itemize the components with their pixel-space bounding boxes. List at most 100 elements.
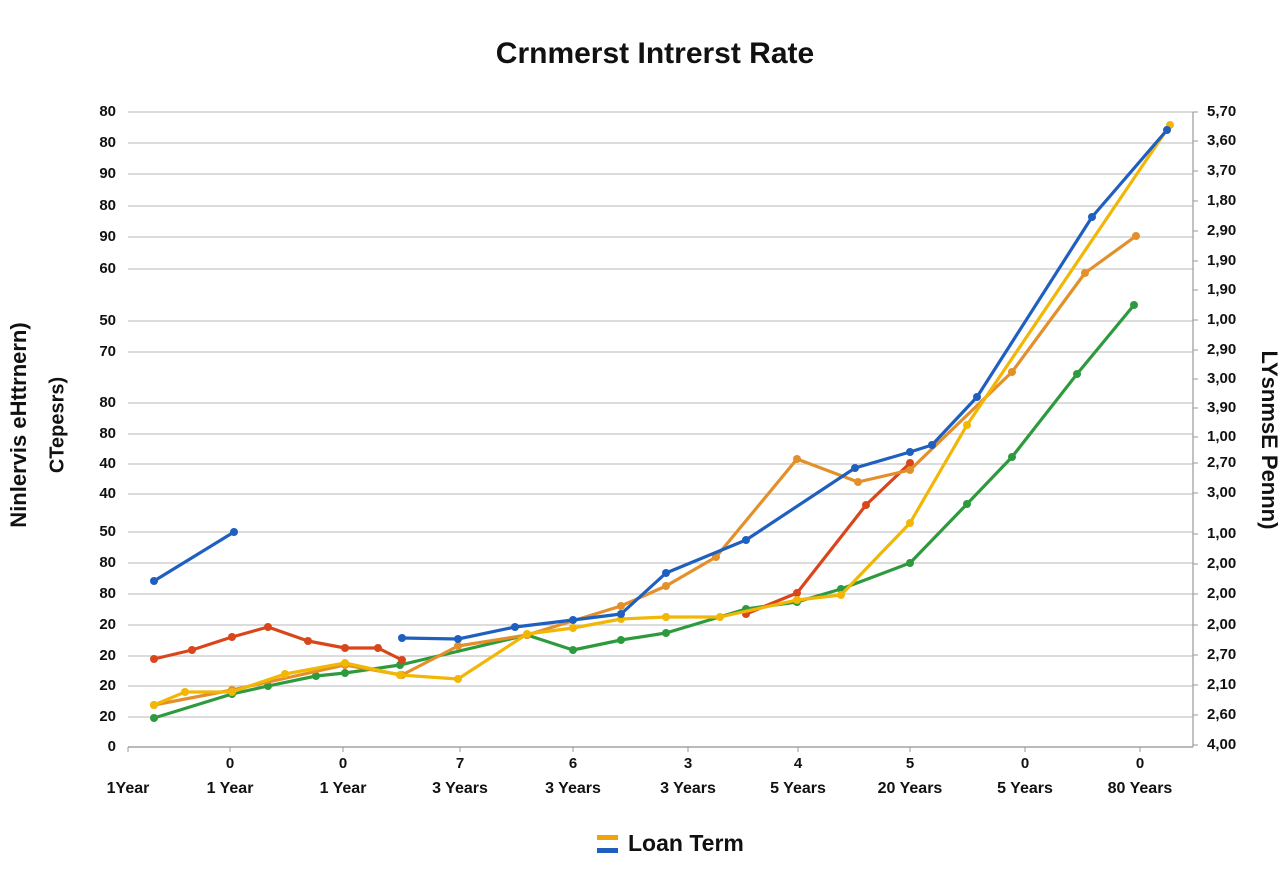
data-point [264, 623, 272, 631]
y-tick-label: 80 [99, 103, 116, 120]
data-point [906, 519, 914, 527]
data-point [569, 616, 577, 624]
data-point [1073, 370, 1081, 378]
data-point [341, 659, 349, 667]
x-tick-top-label: 0 [1136, 755, 1144, 772]
data-point [398, 656, 406, 664]
data-point [793, 589, 801, 597]
data-point [1081, 269, 1089, 277]
x-tick-top-label: 5 [906, 755, 914, 772]
x-tick-top-label: 4 [794, 755, 803, 772]
data-point [662, 629, 670, 637]
x-tick-top-label: 7 [456, 755, 464, 772]
data-point [374, 644, 382, 652]
y2-tick-label: 2,90 [1207, 341, 1236, 358]
data-point [150, 655, 158, 663]
x-tick-top-label: 0 [339, 755, 347, 772]
data-point [906, 559, 914, 567]
x-tick-top-label: 3 [684, 755, 692, 772]
y-tick-label: 40 [99, 485, 116, 502]
y-axis-sublabel: CTepesrs) [46, 377, 68, 473]
y-tick-label: 80 [99, 134, 116, 151]
y-tick-label: 90 [99, 165, 116, 182]
data-point [150, 701, 158, 709]
data-point [569, 624, 577, 632]
data-point [281, 670, 289, 678]
y2-axis-label: LYsnmsE Pennn) [1257, 351, 1280, 530]
y2-tick-label: 1,80 [1207, 192, 1236, 209]
data-point [454, 675, 462, 683]
data-point [963, 421, 971, 429]
data-point [928, 441, 936, 449]
data-point [341, 669, 349, 677]
data-point [312, 672, 320, 680]
data-point [228, 633, 236, 641]
x-tick-label: 80 Years [1108, 780, 1173, 797]
y2-tick-label: 1,90 [1207, 281, 1236, 298]
legend-swatch [597, 835, 618, 840]
y-tick-label: 80 [99, 197, 116, 214]
y-tick-label: 80 [99, 554, 116, 571]
y-tick-label: 80 [99, 394, 116, 411]
data-point [662, 582, 670, 590]
x-tick-label: 20 Years [878, 780, 943, 797]
y-tick-label: 0 [108, 738, 116, 755]
chart-title: Crnmerst Intrerst Rate [496, 37, 814, 70]
x-tick-top-label: 0 [1021, 755, 1029, 772]
data-point [1163, 126, 1171, 134]
x-tick-top-label: 6 [569, 755, 577, 772]
y2-tick-label: 2,00 [1207, 585, 1236, 602]
data-point [304, 637, 312, 645]
data-point [862, 501, 870, 509]
data-point [906, 448, 914, 456]
y2-tick-label: 1,90 [1207, 252, 1236, 269]
x-tick-label: 1 Year [207, 780, 254, 797]
data-point [150, 714, 158, 722]
data-point [716, 613, 724, 621]
y2-tick-label: 5,70 [1207, 103, 1236, 120]
data-point [906, 459, 914, 467]
data-point [230, 528, 238, 536]
x-tick-label: 5 Years [770, 780, 826, 797]
data-point [1008, 368, 1016, 376]
data-point [188, 646, 196, 654]
data-point [617, 636, 625, 644]
y-tick-label: 80 [99, 425, 116, 442]
y-tick-label: 20 [99, 677, 116, 694]
series-line [153, 303, 1136, 720]
x-tick-label: 3 Years [660, 780, 716, 797]
series-line [153, 461, 912, 662]
y-tick-label: 80 [99, 585, 116, 602]
data-point [662, 569, 670, 577]
y-tick-label: 20 [99, 708, 116, 725]
data-point [454, 635, 462, 643]
data-point [1008, 453, 1016, 461]
y2-tick-label: 1,00 [1207, 311, 1236, 328]
legend-swatch [597, 848, 618, 853]
data-point [712, 553, 720, 561]
y-tick-label: 70 [99, 343, 116, 360]
data-point [523, 630, 531, 638]
data-point [854, 478, 862, 486]
y2-tick-label: 2,00 [1207, 616, 1236, 633]
data-point [396, 671, 404, 679]
data-point [341, 644, 349, 652]
y2-tick-label: 3,60 [1207, 132, 1236, 149]
data-point [569, 646, 577, 654]
x-tick-label: 3 Years [545, 780, 601, 797]
y2-tick-label: 2,70 [1207, 646, 1236, 663]
data-point [963, 500, 971, 508]
y-tick-label: 50 [99, 312, 116, 329]
data-point [851, 464, 859, 472]
data-point [973, 393, 981, 401]
series-line [153, 124, 1172, 707]
y2-tick-label: 2,70 [1207, 454, 1236, 471]
y-tick-label: 90 [99, 228, 116, 245]
y2-tick-label: 3,70 [1207, 162, 1236, 179]
data-point [1088, 213, 1096, 221]
data-point [150, 577, 158, 585]
data-point [1130, 301, 1138, 309]
y2-tick-label: 3,00 [1207, 370, 1236, 387]
